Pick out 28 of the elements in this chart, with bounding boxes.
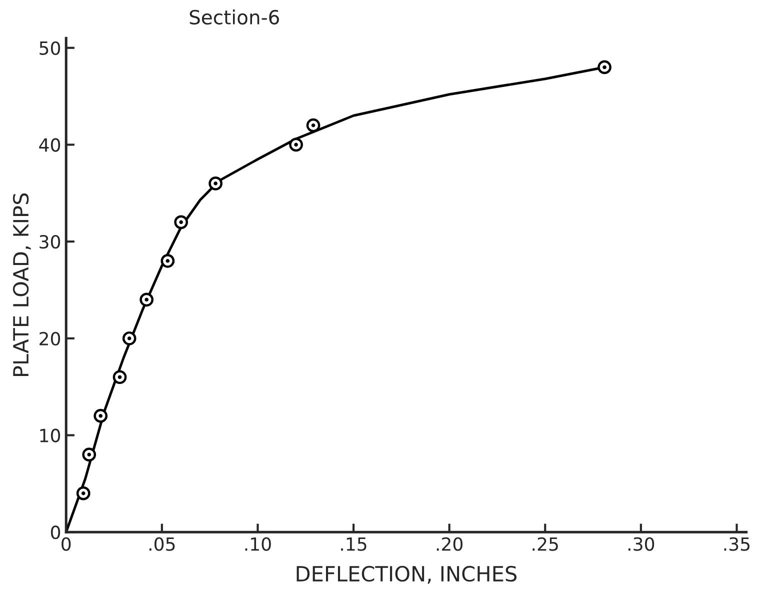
x-tick-label: 0 xyxy=(62,537,71,551)
y-tick-label: 30 xyxy=(40,235,60,249)
x-tick-label: .30 xyxy=(628,537,654,551)
point xyxy=(112,370,127,384)
chart-title: Section-6 xyxy=(190,10,279,25)
point xyxy=(160,254,175,268)
point xyxy=(94,408,108,423)
x-tick-label: .20 xyxy=(436,537,462,551)
y-tick-label: 50 xyxy=(40,41,60,55)
point xyxy=(76,486,90,500)
x-tick-label: .10 xyxy=(245,537,271,551)
point xyxy=(289,138,303,152)
x-tick-label: .05 xyxy=(149,537,175,551)
x-axis-title: DEFLECTION, INCHES xyxy=(296,566,517,584)
point xyxy=(122,331,136,346)
y-tick-label: 0 xyxy=(50,526,60,540)
y-axis-title: PLATE LOAD, KIPS xyxy=(12,193,31,376)
point xyxy=(140,292,154,307)
y-tick-label: 10 xyxy=(40,428,60,442)
x-tick-label: .25 xyxy=(532,537,558,551)
x-tick-label: .15 xyxy=(341,537,366,551)
point xyxy=(82,448,96,462)
point xyxy=(208,176,222,190)
y-tick-label: 20 xyxy=(40,332,60,346)
x-tick-label: .35 xyxy=(724,537,750,551)
point xyxy=(306,118,320,132)
y-tick-label: 40 xyxy=(39,138,60,152)
point xyxy=(174,215,188,230)
